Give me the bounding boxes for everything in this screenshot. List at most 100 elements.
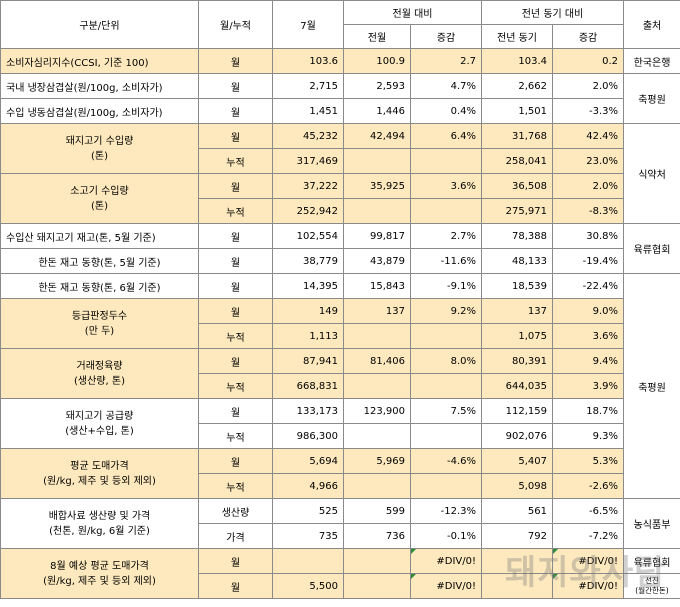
table-row: 한돈 재고 동향(톤, 6월 기준) 월 14,395 15,843 -9.1%… <box>0 273 680 499</box>
period-cell: 월 <box>198 548 273 574</box>
yoy-change-cell: 0.2 <box>552 48 625 74</box>
prev-month-cell: 599 <box>343 498 411 524</box>
table-row: 수입 냉동삼겹살(원/100g, 소비자가) 월 1,451 1,446 0.4… <box>0 98 680 124</box>
period-cell: 월 <box>198 298 273 324</box>
table-row: 돼지고기 수입량 (톤) 월 45,232 42,494 6.4% 31,768 … <box>0 123 680 224</box>
prev-year-cell: 275,971 <box>481 198 554 224</box>
source-cell: 식약처 <box>623 123 680 224</box>
row-name-imported-stock: 수입산 돼지고기 재고(톤, 5월 기준) <box>0 223 199 249</box>
table-row: 등급판정두수 (만 두) 월 149 137 9.2% 137 9.0% <box>0 298 680 349</box>
value-cell: 5,694 <box>272 448 344 474</box>
prev-year-cell: 36,508 <box>481 173 554 199</box>
yoy-change-cell: -19.4% <box>552 248 625 274</box>
value-cell: 5,500 <box>272 573 344 599</box>
table-row: 소비자심리지수(CCSI, 기준 100) 월 103.6 100.9 2.7 … <box>0 48 680 74</box>
yoy-change-cell: -6.5% <box>552 498 625 524</box>
yoy-change-cell: 2.0% <box>552 73 625 99</box>
yoy-change-cell: 42.4% <box>552 123 625 149</box>
period-cell: 월 <box>198 273 273 299</box>
mom-change-cell: 9.2% <box>409 298 483 324</box>
row-name-imported-belly: 수입 냉동삼겹살(원/100g, 소비자가) <box>0 98 199 124</box>
value-cell: 525 <box>272 498 344 524</box>
row-name-graded-heads: 등급판정두수 (만 두) <box>0 298 199 349</box>
prev-month-cell <box>343 148 411 174</box>
yoy-change-cell: 23.0% <box>552 148 625 174</box>
source-cell: 한국은행 <box>623 48 680 74</box>
prev-year-cell: 80,391 <box>481 348 554 374</box>
value-cell: 4,966 <box>272 473 344 499</box>
yoy-change-cell: 2.0% <box>552 173 625 199</box>
mom-change-cell: 2.7 <box>409 48 483 74</box>
source-cell: 축평원 <box>623 73 680 124</box>
table-row: 돼지고기 공급량 (생산+수입, 톤) 월 133,173 123,900 7.5… <box>0 398 680 449</box>
mom-change-cell <box>409 373 483 399</box>
table-row: 누적 4,966 5,098 -2.6% <box>1 473 680 499</box>
header-mom-change: 증감 <box>409 24 483 49</box>
prev-month-cell <box>343 373 411 399</box>
prev-year-cell: 2,662 <box>481 73 554 99</box>
period-cell: 월 <box>198 448 273 474</box>
prev-month-cell <box>343 473 411 499</box>
value-cell: 252,942 <box>272 198 344 224</box>
value-cell: 317,469 <box>272 148 344 174</box>
value-cell: 149 <box>272 298 344 324</box>
row-name-august-forecast: 8월 예상 평균 도매가격 (원/kg, 제주 및 등외 제외) <box>0 548 199 599</box>
prev-month-cell <box>343 323 411 349</box>
period-cell: 월 <box>198 248 273 274</box>
mom-change-cell: 2.7% <box>409 223 483 249</box>
yoy-change-cell: -22.4% <box>552 273 625 299</box>
prev-month-cell: 137 <box>343 298 411 324</box>
period-cell: 월 <box>198 48 273 74</box>
prev-year-cell: 112,159 <box>481 398 554 424</box>
period-cell: 생산량 <box>198 498 273 524</box>
prev-year-cell: 5,407 <box>481 448 554 474</box>
header-source: 출처 <box>623 0 680 49</box>
yoy-change-cell: -2.6% <box>552 473 625 499</box>
mom-change-cell <box>409 323 483 349</box>
value-cell: 38,779 <box>272 248 344 274</box>
row-name-domestic-belly: 국내 냉장삼겹살(원/100g, 소비자가) <box>0 73 199 99</box>
prev-year-cell: 5,098 <box>481 473 554 499</box>
period-cell: 가격 <box>198 523 273 549</box>
header-period: 월/누적 <box>198 0 273 49</box>
value-cell: 37,222 <box>272 173 344 199</box>
yoy-change-cell: 9.0% <box>552 298 625 324</box>
period-cell: 누적 <box>198 423 273 449</box>
prev-year-cell: 48,133 <box>481 248 554 274</box>
header-category: 구분/단위 <box>0 0 199 49</box>
mom-change-cell: -0.1% <box>409 523 483 549</box>
table-row: 누적 317,469 258,041 23.0% <box>1 148 680 174</box>
period-cell: 누적 <box>198 473 273 499</box>
period-cell: 누적 <box>198 198 273 224</box>
value-cell: 986,300 <box>272 423 344 449</box>
header-yoy-change: 증감 <box>552 24 625 49</box>
prev-month-cell: 81,406 <box>343 348 411 374</box>
table-row: 한돈 재고 동향(톤, 5월 기준) 월 38,779 43,879 -11.6… <box>0 248 680 274</box>
row-name-handon-stock-june: 한돈 재고 동향(톤, 6월 기준) <box>0 273 199 299</box>
prev-month-cell: 2,593 <box>343 73 411 99</box>
mom-change-cell: 8.0% <box>409 348 483 374</box>
prev-month-cell: 35,925 <box>343 173 411 199</box>
table-row: 월 5,500 #DIV/0! #DIV/0! 선진 (월간한돈) <box>1 573 680 599</box>
row-name-trade-meat: 거래정육량 (생산량, 톤) <box>0 348 199 399</box>
value-cell: 103.6 <box>272 48 344 74</box>
header-yoy-group: 전년 동기 대비 <box>481 0 625 25</box>
yoy-change-cell: 3.9% <box>552 373 625 399</box>
yoy-change-cell: #DIV/0! <box>552 548 625 574</box>
period-cell: 월 <box>198 173 273 199</box>
period-cell: 월 <box>198 223 273 249</box>
period-cell: 월 <box>198 73 273 99</box>
prev-year-cell: 902,076 <box>481 423 554 449</box>
header-prev-year: 전년 동기 <box>481 24 554 49</box>
prev-month-cell: 100.9 <box>343 48 411 74</box>
period-cell: 월 <box>198 98 273 124</box>
value-cell: 2,715 <box>272 73 344 99</box>
value-cell: 87,941 <box>272 348 344 374</box>
row-name-handon-stock-may: 한돈 재고 동향(톤, 5월 기준) <box>0 248 199 274</box>
prev-year-cell: 78,388 <box>481 223 554 249</box>
mom-change-cell <box>409 198 483 224</box>
prev-month-cell: 5,969 <box>343 448 411 474</box>
row-name-beef-import: 소고기 수입량 (톤) <box>0 173 199 224</box>
table-row: 소고기 수입량 (톤) 월 37,222 35,925 3.6% 36,508 2… <box>0 173 680 224</box>
